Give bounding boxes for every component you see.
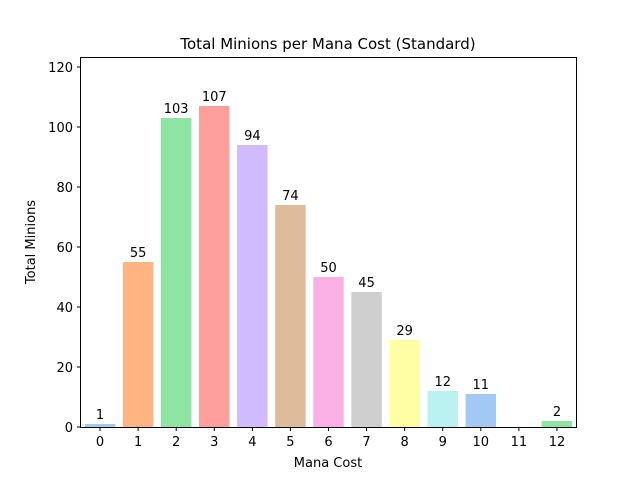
y-tick-label-100: 100: [48, 121, 73, 136]
data-label-9: 12: [434, 375, 451, 390]
data-label-7: 45: [358, 276, 375, 291]
y-axis-label: Total Minions: [24, 200, 39, 285]
bars-group: [84, 106, 573, 427]
data-labels-group: 1 55 103 107 94 74 50 45 29 12 11 2: [96, 90, 561, 423]
data-label-4: 94: [244, 129, 261, 144]
data-label-5: 74: [282, 189, 299, 204]
x-tick-label-2: 2: [172, 435, 180, 450]
x-tick-label-7: 7: [362, 435, 370, 450]
x-tick-label-8: 8: [401, 435, 409, 450]
data-label-8: 29: [396, 324, 413, 339]
x-tick-label-12: 12: [549, 435, 566, 450]
x-tick-label-9: 9: [439, 435, 447, 450]
bar-4: [237, 145, 268, 427]
bar-10: [465, 394, 497, 427]
y-tick-label-120: 120: [48, 61, 73, 76]
y-tick-label-20: 20: [56, 361, 73, 376]
y-tick-label-80: 80: [56, 181, 73, 196]
bar-12: [541, 421, 573, 427]
bar-8: [389, 340, 420, 427]
data-label-6: 50: [320, 261, 337, 276]
bar-7: [351, 292, 382, 427]
data-label-0: 1: [96, 408, 104, 423]
x-tick-label-3: 3: [210, 435, 218, 450]
bar-5: [275, 205, 306, 427]
x-tick-label-1: 1: [134, 435, 142, 450]
y-tick-label-40: 40: [56, 301, 73, 316]
bar-1: [122, 262, 154, 427]
y-tick-label-60: 60: [56, 241, 73, 256]
data-label-3: 107: [202, 90, 227, 105]
x-axis: 0 1 2 3 4 5 6 7 8 9 10 11 12: [96, 427, 565, 450]
bar-0: [84, 424, 116, 427]
data-label-1: 55: [130, 246, 147, 261]
y-tick-label-0: 0: [65, 421, 73, 436]
bar-2: [160, 118, 192, 427]
x-tick-label-5: 5: [286, 435, 294, 450]
bar-3: [199, 106, 230, 427]
x-tick-label-4: 4: [248, 435, 256, 450]
y-axis: 0 20 40 60 80 100 120: [48, 61, 81, 436]
chart-title: Total Minions per Mana Cost (Standard): [179, 35, 475, 53]
x-tick-label-0: 0: [96, 435, 104, 450]
x-tick-label-6: 6: [324, 435, 332, 450]
data-label-10: 11: [473, 378, 490, 393]
x-tick-label-11: 11: [511, 435, 528, 450]
data-label-2: 103: [164, 102, 189, 117]
x-axis-label: Mana Cost: [294, 456, 362, 471]
bar-6: [313, 277, 344, 427]
data-label-12: 2: [553, 405, 561, 420]
x-tick-label-10: 10: [473, 435, 490, 450]
bar-9: [427, 391, 458, 427]
